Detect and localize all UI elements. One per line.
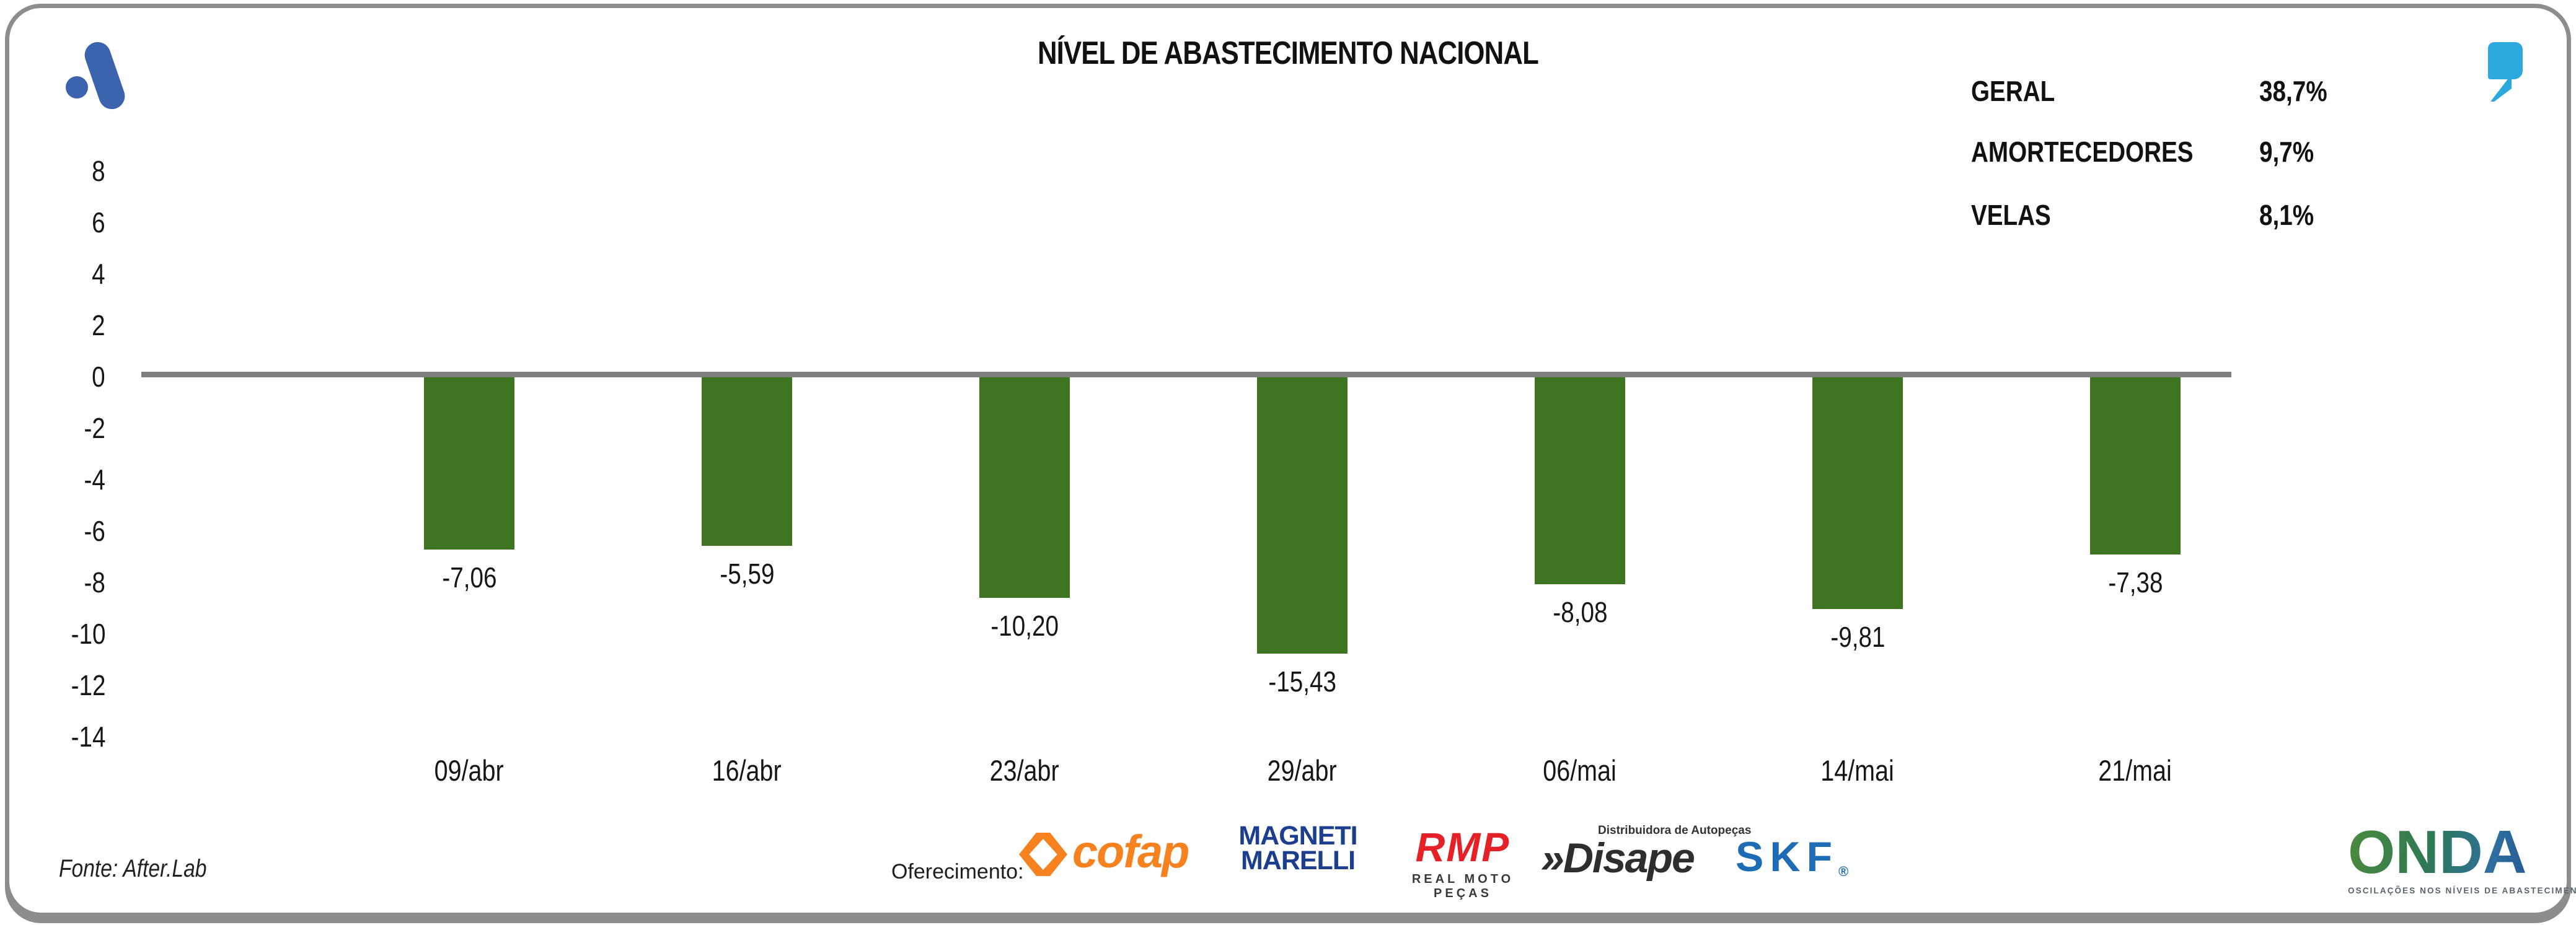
bar-value-label: -8,08 — [1552, 596, 1608, 628]
bar — [424, 377, 514, 550]
y-tick-label: -6 — [84, 515, 105, 547]
stat-value: 9,7% — [2259, 136, 2314, 168]
quote-icon-body — [2488, 42, 2523, 79]
onda-wordmark: ONDA — [2348, 822, 2559, 882]
onda-tagline: OSCILAÇÕES NOS NÍVEIS DE ABASTECIMENTO E… — [2348, 886, 2576, 895]
bar — [1257, 377, 1348, 654]
stat-row: VELAS 8,1% — [1971, 198, 2442, 233]
bar — [2090, 377, 2181, 555]
y-tick-label: -4 — [84, 463, 105, 496]
x-tick-label: 23/abr — [990, 754, 1059, 787]
bar-value-label: -5,59 — [719, 558, 775, 590]
y-tick-label: 2 — [92, 309, 105, 341]
x-tick-label: 09/abr — [434, 754, 504, 787]
rmp-wordmark: RMP — [1415, 824, 1511, 870]
bar-value-label: -10,20 — [990, 610, 1059, 642]
magneti-line2: MARELLI — [1240, 845, 1356, 875]
analytics-logo-dot — [66, 76, 88, 99]
bar-value-label: -7,06 — [441, 561, 497, 594]
rmp-logo: RMP REAL MOTO PEÇAS — [1395, 826, 1531, 901]
stat-value: 8,1% — [2259, 199, 2314, 231]
bar-value-label: -9,81 — [1830, 621, 1886, 653]
analytics-logo-icon — [59, 24, 152, 116]
stat-label: AMORTECEDORES — [1971, 136, 2194, 168]
quote-icon — [2484, 42, 2528, 104]
source-note-text: Fonte: After.Lab — [59, 855, 207, 882]
skf-wordmark: SKF — [1736, 833, 1838, 880]
y-tick-label: 4 — [92, 258, 105, 290]
bar-value-label: -7,38 — [2107, 566, 2163, 598]
bar — [702, 377, 792, 546]
onda-logo: ONDA OSCILAÇÕES NOS NÍVEIS DE ABASTECIME… — [2348, 822, 2576, 895]
x-tick-label: 16/abr — [712, 754, 782, 787]
stat-row: GERAL 38,7% — [1971, 74, 2442, 109]
sponsor-intro-text: Oferecimento: — [891, 860, 1024, 883]
source-note: Fonte: After.Lab — [59, 855, 235, 883]
bar — [1535, 377, 1625, 584]
x-tick-label: 06/mai — [1543, 754, 1617, 787]
x-tick-label: 14/mai — [1820, 754, 1895, 787]
magneti-marelli-logo: MAGNETI MARELLI — [1232, 821, 1364, 875]
y-tick-label: -14 — [71, 721, 105, 753]
stat-value: 38,7% — [2259, 75, 2327, 107]
stat-row: AMORTECEDORES 9,7% — [1971, 135, 2442, 170]
zero-axis-line — [141, 372, 2231, 377]
stat-label: GERAL — [1971, 75, 2055, 107]
y-tick-label: 6 — [92, 206, 105, 239]
skf-logo: SKF® — [1736, 833, 1848, 881]
rmp-subtext: REAL MOTO PEÇAS — [1411, 872, 1514, 900]
sponsor-intro-label: Oferecimento: — [891, 860, 1024, 884]
bar — [1812, 377, 1903, 609]
stats-panel: GERAL 38,7% AMORTECEDORES 9,7% VELAS 8,1% — [1971, 0, 2442, 260]
y-tick-label: 0 — [92, 361, 105, 393]
disape-subtext: Distribuidora de Autopeças — [1598, 824, 1752, 837]
cofap-chevrons-icon — [1019, 833, 1067, 876]
cofap-wordmark: cofap — [1072, 826, 1189, 877]
chart-title: NÍVEL DE ABASTECIMENTO NACIONAL — [0, 35, 2576, 72]
x-tick-label: 29/abr — [1268, 754, 1337, 787]
y-tick-label: -10 — [71, 618, 105, 650]
bar-value-label: -15,43 — [1268, 665, 1336, 698]
stat-label: VELAS — [1971, 199, 2051, 231]
bar — [979, 377, 1070, 598]
y-tick-label: -8 — [84, 566, 105, 598]
y-tick-label: 8 — [92, 155, 105, 187]
y-tick-label: -12 — [71, 669, 105, 701]
disape-wordmark: »Disape — [1541, 835, 1695, 882]
x-tick-label: 21/mai — [2098, 754, 2172, 787]
magneti-line1: MAGNETI — [1238, 821, 1357, 851]
chart-title-text: NÍVEL DE ABASTECIMENTO NACIONAL — [1038, 35, 1539, 71]
y-tick-label: -2 — [84, 412, 105, 444]
skf-registered-mark: ® — [1838, 864, 1849, 879]
